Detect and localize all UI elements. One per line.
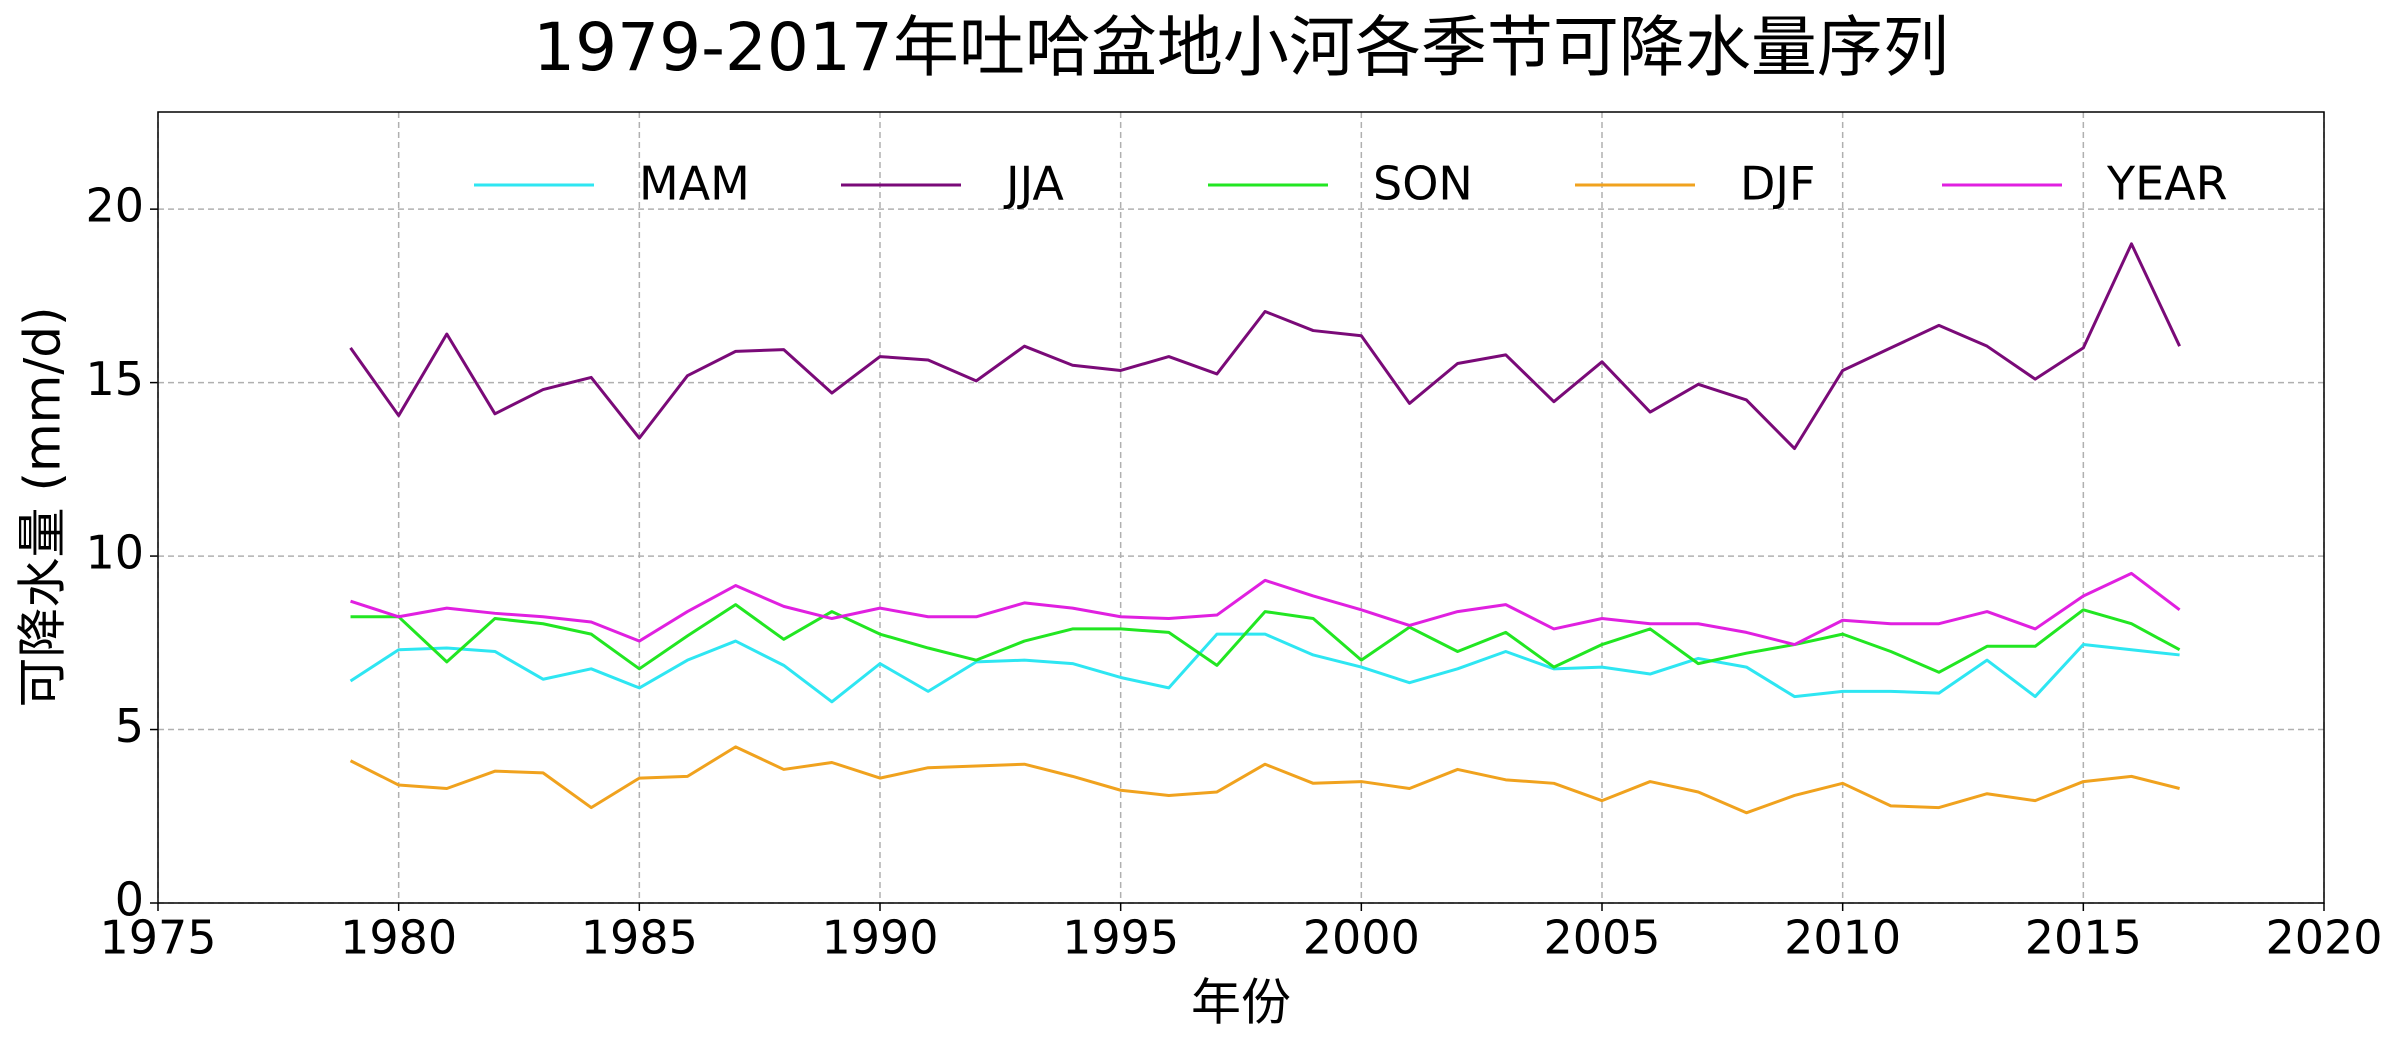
legend-label: DJF — [1740, 157, 1815, 211]
data-line — [349, 745, 2180, 815]
y-tick-label: 0 — [115, 873, 144, 927]
y-tick-label: 15 — [85, 352, 144, 406]
x-tick-label: 1980 — [340, 911, 457, 965]
x-tick-label: 2000 — [1303, 911, 1420, 965]
x-tick-label: 1985 — [581, 911, 698, 965]
legend-label: SON — [1373, 157, 1473, 211]
x-tick-label: 1975 — [99, 911, 216, 965]
x-tick-label: 2015 — [2025, 911, 2142, 965]
y-tick-label: 20 — [85, 179, 144, 233]
chart-title: 1979-2017年吐哈盆地小河各季节可降水量序列 — [533, 9, 1949, 86]
legend-label: YEAR — [2106, 157, 2228, 211]
x-tick-label: 2005 — [1543, 911, 1660, 965]
data-line — [350, 603, 2181, 674]
x-tick-label: 1990 — [821, 911, 938, 965]
data-line — [350, 571, 2181, 647]
y-axis-label: 可降水量 (mm/d) — [14, 307, 72, 708]
x-tick-label: 2020 — [2265, 911, 2382, 965]
plot-frame — [157, 111, 2325, 904]
data-line — [349, 632, 2180, 704]
x-axis-label: 年份 — [1191, 974, 1291, 1032]
legend-label: MAM — [639, 157, 750, 211]
y-tick-label: 5 — [115, 699, 144, 753]
y-tick-label: 10 — [85, 526, 144, 580]
x-tick-label: 1995 — [1062, 911, 1179, 965]
x-tick-label: 2010 — [1784, 911, 1901, 965]
data-line — [349, 242, 2181, 451]
legend-label: JJA — [1003, 157, 1064, 211]
